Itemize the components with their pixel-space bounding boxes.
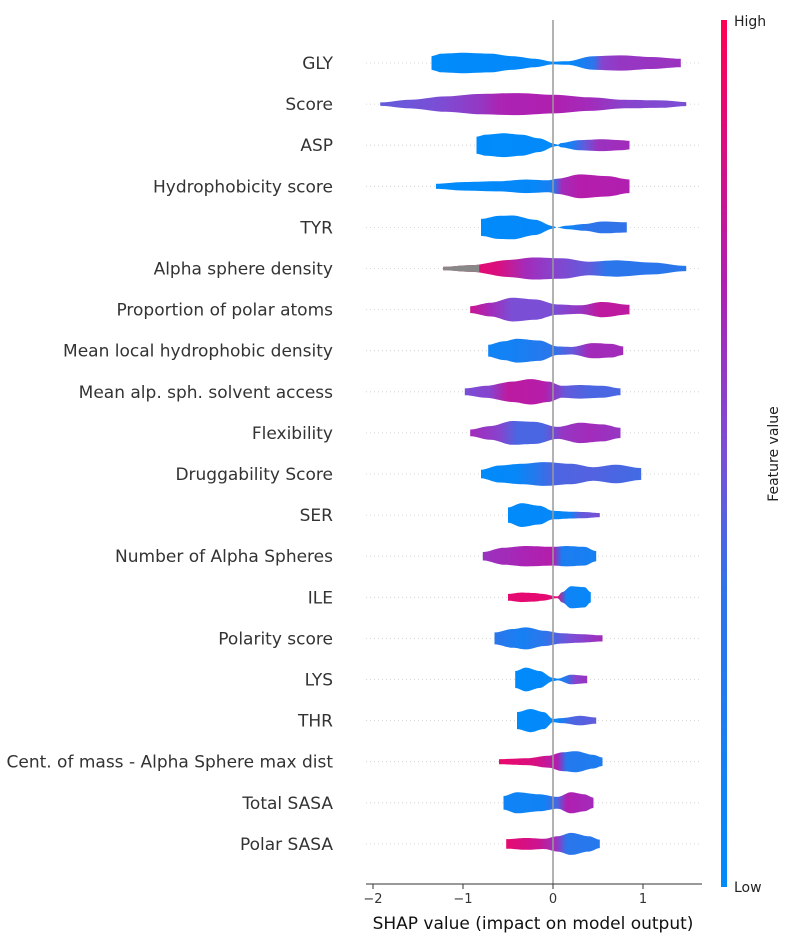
x-axis: −2 −1 0 1 SHAP value (impact on model outpu… bbox=[363, 883, 702, 934]
violin-ile bbox=[508, 586, 591, 609]
violin-total-sasa bbox=[503, 792, 594, 814]
x-tick-label: −1 bbox=[453, 892, 472, 907]
violin-cent-of-mass-alpha-sphere-max-dist bbox=[499, 751, 603, 773]
violin-druggability-score bbox=[481, 462, 642, 486]
feature-labels: GLY Score ASP Hydrophobicity score TYR Alpha … bbox=[6, 54, 333, 855]
feature-label: Hydrophobicity score bbox=[153, 177, 333, 197]
x-axis-ticks: −2 −1 0 1 bbox=[363, 884, 647, 907]
feature-label: GLY bbox=[302, 54, 333, 74]
violin-hydrophobicity-score bbox=[436, 174, 630, 199]
violin-thr bbox=[517, 709, 597, 733]
violin-score bbox=[380, 93, 687, 116]
colorbar-title: Feature value bbox=[766, 406, 782, 502]
violin-lys bbox=[515, 667, 588, 692]
colorbar: High Low Feature value bbox=[721, 14, 782, 896]
x-axis-title: SHAP value (impact on model output) bbox=[373, 914, 694, 934]
violin-tyr bbox=[481, 215, 627, 240]
violin-proportion-of-polar-atoms bbox=[470, 297, 630, 322]
violin-polarity-score bbox=[494, 627, 603, 650]
x-tick-label: −2 bbox=[363, 892, 382, 907]
violin-number-of-alpha-spheres bbox=[482, 546, 597, 567]
x-tick-label: 0 bbox=[549, 892, 557, 907]
feature-label: TYR bbox=[299, 218, 333, 238]
feature-label: Flexibility bbox=[252, 424, 333, 444]
violin-mean-local-hydrophobic-density bbox=[488, 338, 624, 363]
feature-label: THR bbox=[297, 712, 333, 732]
feature-label: Score bbox=[285, 95, 333, 115]
violin-alpha-sphere-density bbox=[443, 257, 687, 280]
feature-label: ILE bbox=[308, 588, 333, 608]
violin-gly bbox=[431, 52, 681, 74]
feature-label: Polarity score bbox=[218, 629, 333, 649]
feature-label: Cent. of mass - Alpha Sphere max dist bbox=[6, 753, 333, 773]
feature-label: Alpha sphere density bbox=[154, 260, 333, 280]
violin-mean-alp-sph-solvent-access bbox=[464, 379, 621, 405]
violin-missing-values bbox=[443, 264, 480, 273]
colorbar-low-label: Low bbox=[734, 880, 762, 896]
colorbar-high-label: High bbox=[734, 14, 766, 30]
feature-label: SER bbox=[300, 506, 334, 526]
feature-label: Polar SASA bbox=[240, 835, 333, 855]
feature-label: LYS bbox=[305, 671, 333, 691]
feature-label: Total SASA bbox=[241, 794, 333, 814]
feature-label: Mean local hydrophobic density bbox=[63, 342, 333, 362]
feature-label: Number of Alpha Spheres bbox=[115, 547, 333, 567]
feature-label: Druggability Score bbox=[175, 465, 333, 485]
feature-label: Proportion of polar atoms bbox=[116, 301, 333, 321]
feature-label: ASP bbox=[300, 136, 333, 156]
violin-flexibility bbox=[470, 421, 621, 445]
violin-ser bbox=[508, 503, 600, 527]
colorbar-gradient bbox=[721, 20, 727, 887]
x-tick-label: 1 bbox=[639, 892, 647, 907]
violin-plots bbox=[380, 52, 687, 855]
feature-label: Mean alp. sph. solvent access bbox=[79, 383, 333, 403]
